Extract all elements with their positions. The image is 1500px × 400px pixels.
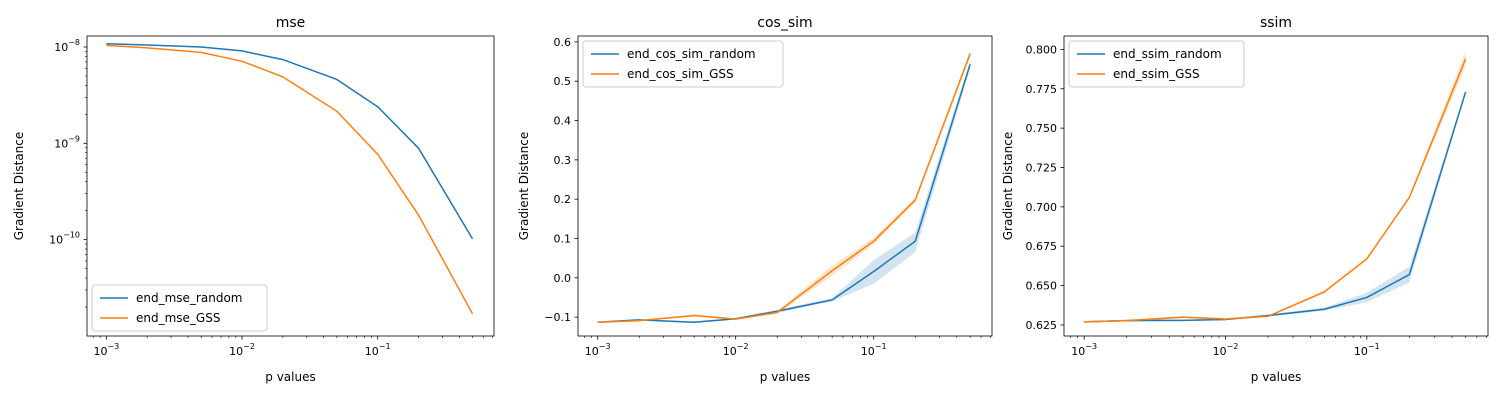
chart-panel-ssim: 10−3 10−2 10−1 0.625 0.650 0.675 0.700 0.725 0.7… [1001, 15, 1489, 384]
legend-entry: end_mse_GSS [136, 311, 220, 325]
y-axis-label: Gradient Distance [517, 132, 531, 241]
y-axis-label: Gradient Distance [12, 132, 26, 241]
y-tick-label: 0.750 [1026, 122, 1058, 135]
y-tick-label: 0.4 [554, 115, 572, 128]
legend-entry: end_ssim_GSS [1113, 67, 1200, 81]
x-tick-label: 10−1 [365, 342, 391, 358]
x-axis-label: p values [1251, 370, 1301, 384]
y-tick-label: 0.800 [1026, 43, 1058, 56]
y-tick-label: 0.675 [1026, 240, 1058, 253]
legend: end_ssim_random end_ssim_GSS [1068, 40, 1245, 88]
series-line-end_ssim_GSS [1084, 58, 1467, 323]
plot-area [106, 43, 474, 315]
plot-area [1084, 50, 1467, 323]
legend-entry: end_ssim_random [1113, 47, 1222, 61]
y-tick-label: 0.625 [1026, 319, 1058, 332]
axes-frame [86, 35, 495, 337]
y-tick-label: 10−9 [54, 134, 80, 150]
plot-area [597, 50, 971, 324]
series-line-end_ssim_random [1084, 91, 1467, 323]
chart-panel-cos_sim: 10−3 10−2 10−1 −0.1 0.0 0.1 0.2 0.3 0.4 0.5 0.6 cos… [517, 15, 993, 384]
legend-entry: end_cos_sim_random [627, 47, 756, 61]
series-line-end_mse_random [106, 43, 474, 240]
y-tick-label: 0.1 [554, 232, 572, 245]
y-axis-label: Gradient Distance [1001, 132, 1015, 241]
legend-box [91, 284, 268, 332]
axes-frame [577, 35, 993, 337]
series-line-end_cos_sim_GSS [597, 53, 971, 323]
y-tick-label: 10−10 [49, 231, 80, 247]
x-tick-label: 10−2 [723, 342, 749, 358]
y-tick-label: 0.700 [1026, 201, 1058, 214]
legend: end_mse_random end_mse_GSS [91, 284, 268, 332]
legend-box [1068, 40, 1245, 88]
y-tick-label: 0.2 [554, 193, 572, 206]
y-tick-label: 0.775 [1026, 83, 1058, 96]
legend-entry: end_cos_sim_GSS [627, 67, 734, 81]
y-tick-label: 0.0 [554, 272, 572, 285]
y-tick-label: 0.6 [554, 36, 572, 49]
series-band-end_ssim_random [1084, 90, 1466, 323]
x-tick-label: 10−3 [93, 342, 119, 358]
y-tick-label: 0.3 [554, 154, 572, 167]
legend-entry: end_mse_random [136, 291, 242, 305]
y-tick-label: 0.5 [554, 75, 572, 88]
y-tick-label: 10−8 [54, 38, 80, 54]
chart-title: cos_sim [757, 15, 812, 31]
series-line-end_mse_GSS [106, 44, 474, 315]
chart-title: ssim [1260, 15, 1292, 31]
x-tick-label: 10−3 [585, 342, 611, 358]
series-band-end_cos_sim_random [597, 60, 971, 324]
y-tick-label: 0.725 [1026, 161, 1058, 174]
legend: end_cos_sim_random end_cos_sim_GSS [582, 40, 784, 88]
axes-frame [1063, 35, 1489, 337]
y-tick-label: −0.1 [544, 311, 571, 324]
chart-title: mse [276, 15, 306, 31]
x-tick-label: 10−3 [1071, 342, 1097, 358]
x-tick-label: 10−1 [861, 342, 887, 358]
x-tick-label: 10−2 [1213, 342, 1239, 358]
series-line-end_cos_sim_random [597, 64, 971, 323]
chart-panel-mse: 10−3 10−2 10−1 10−10 10−9 10−8 mse p values Grad… [12, 15, 495, 384]
x-tick-label: 10−1 [1354, 342, 1380, 358]
x-axis-label: p values [760, 370, 810, 384]
series-band-end_cos_sim_GSS [597, 50, 971, 324]
legend-box [582, 40, 784, 88]
x-axis-label: p values [265, 370, 315, 384]
y-tick-label: 0.650 [1026, 280, 1058, 293]
x-tick-label: 10−2 [229, 342, 255, 358]
